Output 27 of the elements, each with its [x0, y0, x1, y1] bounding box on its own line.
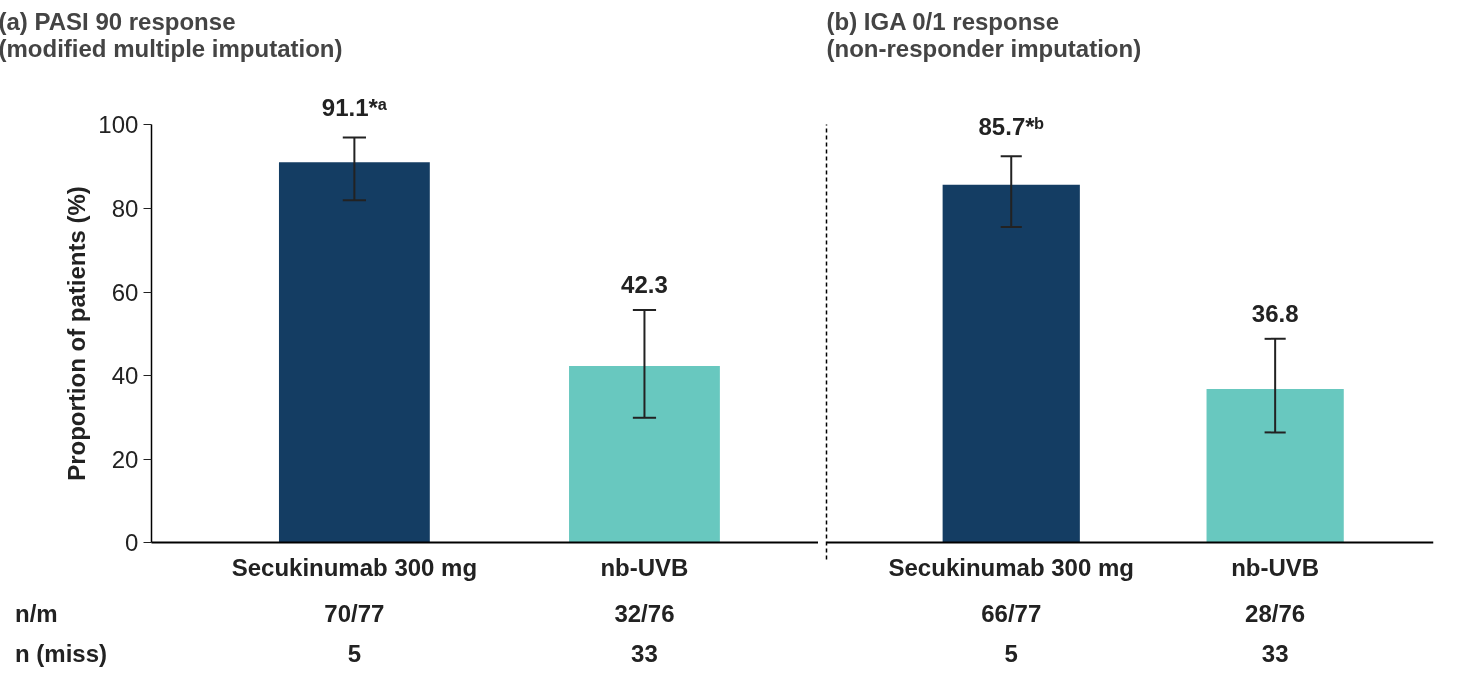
y-tick-label: 100: [98, 111, 139, 139]
y-tick-label: 80: [111, 195, 139, 223]
text: n/m: [15, 600, 58, 628]
text: n (miss): [15, 639, 108, 667]
y-tick-label: 20: [111, 445, 139, 473]
x-tick-label: Secukinumab 300 mg: [231, 553, 478, 581]
text: 70/77: [324, 600, 385, 628]
text: 33: [1261, 639, 1289, 667]
text: 32/76: [614, 600, 675, 628]
y-tick-label: 60: [111, 278, 139, 306]
data-label: 85.7*ᵇ: [978, 112, 1044, 140]
text: 28/76: [1245, 600, 1306, 628]
x-tick-label: Secukinumab 300 mg: [888, 553, 1134, 581]
text: 66/77: [981, 600, 1042, 628]
chart-title: (b) IGA 0/1 response (non-responder imputation): [826, 7, 1142, 62]
text: 5: [347, 639, 362, 667]
data-label: 42.3: [621, 271, 668, 299]
y-tick-label: 40: [111, 362, 139, 390]
x-tick-label: nb-UVB: [600, 553, 689, 581]
data-label: 36.8: [1251, 300, 1299, 328]
x-tick-label: nb-UVB: [1231, 553, 1320, 581]
chart-title: (a) PASI 90 response (modified multiple imputation): [0, 7, 343, 62]
text: 33: [631, 639, 658, 667]
text: 5: [1004, 639, 1018, 667]
data-label: 91.1*ᵃ: [321, 93, 387, 121]
y-axis-title: Proportion of patients (%): [63, 186, 91, 481]
y-tick-label: 0: [124, 529, 139, 557]
